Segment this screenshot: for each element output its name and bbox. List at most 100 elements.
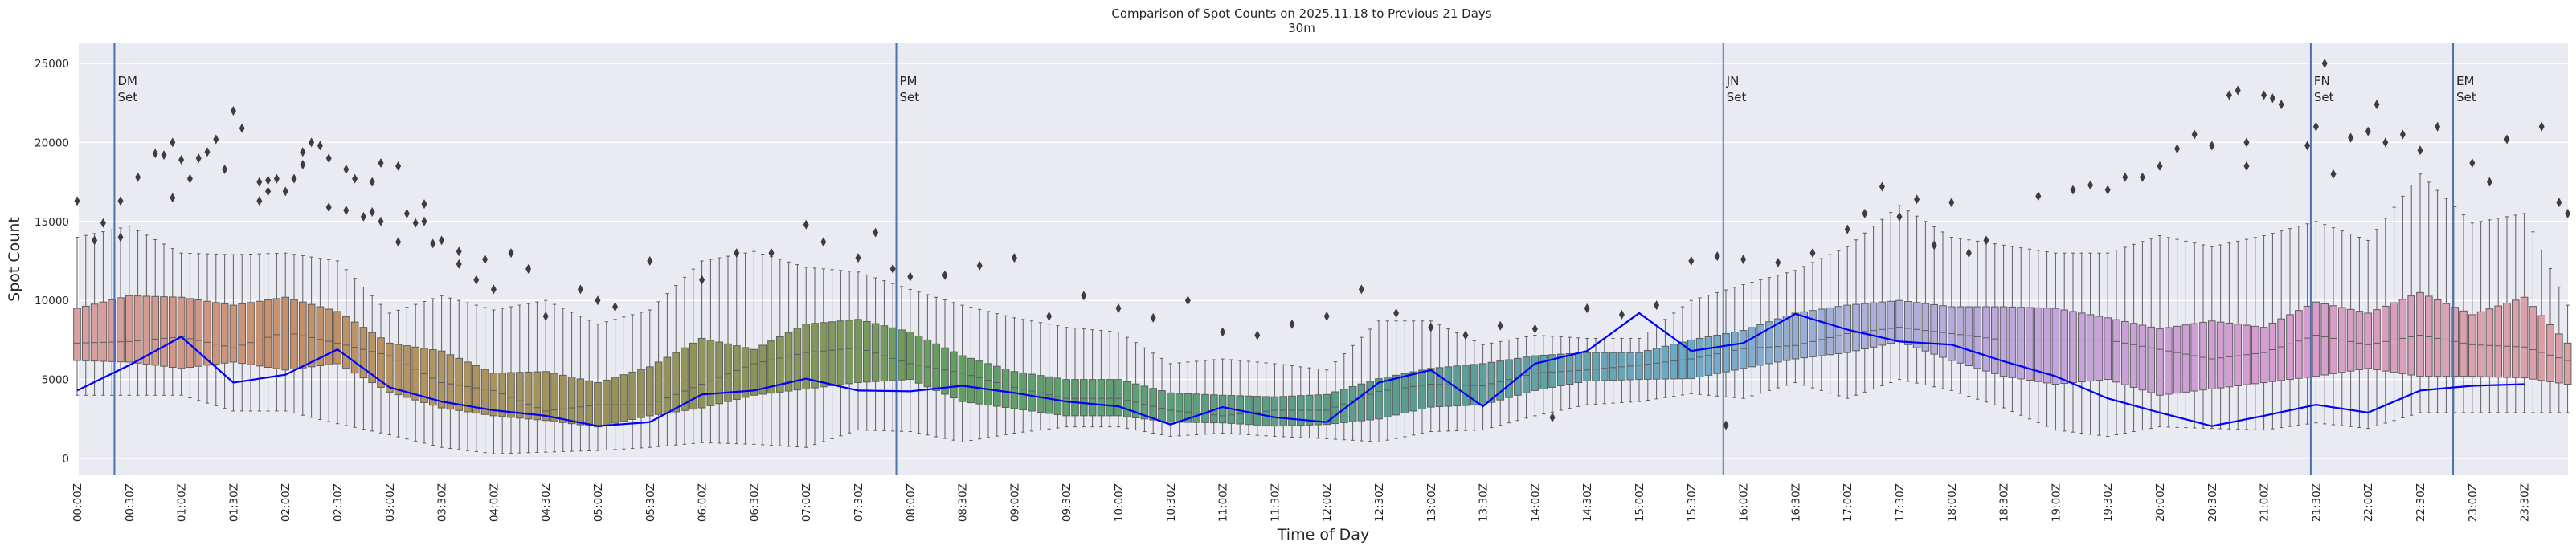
- box-body: [2104, 317, 2112, 381]
- box-body: [1409, 371, 1418, 412]
- x-tick-label: 19:00Z: [2050, 483, 2063, 522]
- box: [1444, 328, 1453, 432]
- box: [2286, 228, 2294, 427]
- box-body: [2181, 324, 2190, 393]
- box-body: [472, 365, 480, 414]
- box: [1834, 250, 1843, 397]
- box: [1062, 327, 1071, 428]
- outlier-point: [239, 123, 245, 133]
- box-body: [1149, 388, 1158, 421]
- box: [1409, 320, 1418, 436]
- outlier-point: [2321, 59, 2328, 68]
- outlier-point: [309, 137, 315, 148]
- box-body: [2294, 310, 2303, 379]
- box-body: [411, 346, 420, 401]
- outlier-point: [803, 219, 809, 230]
- box-body: [2147, 326, 2156, 393]
- box: [992, 313, 1001, 437]
- outlier-point: [360, 211, 366, 222]
- box: [403, 307, 411, 440]
- box-body: [1695, 337, 1704, 377]
- box: [133, 230, 142, 396]
- outlier-point: [2330, 169, 2337, 179]
- box: [2476, 221, 2485, 413]
- outlier-point: [395, 161, 402, 171]
- x-tick-label: 21:00Z: [2259, 483, 2271, 522]
- box: [2485, 219, 2494, 413]
- box-body: [2095, 316, 2104, 381]
- box-body: [333, 311, 341, 365]
- outlier-point: [976, 260, 983, 271]
- box-body: [949, 351, 958, 399]
- box: [325, 259, 333, 422]
- box-body: [1071, 379, 1079, 417]
- x-tick-label: 20:30Z: [2206, 483, 2219, 522]
- box-body: [1722, 333, 1730, 373]
- event-label: Set: [900, 90, 920, 104]
- box-body: [255, 300, 264, 367]
- box-body: [1895, 299, 1903, 342]
- outlier-point: [820, 237, 827, 247]
- outlier-point: [2565, 208, 2571, 218]
- outlier-point: [178, 155, 185, 165]
- box: [1140, 347, 1149, 433]
- box: [1956, 238, 1965, 394]
- y-axis-label: Spot Count: [6, 217, 23, 302]
- box: [2424, 181, 2433, 413]
- outlier-point: [213, 134, 219, 145]
- box: [394, 309, 403, 438]
- outlier-point: [421, 199, 427, 210]
- box: [2294, 226, 2303, 426]
- box: [2251, 237, 2259, 430]
- box: [1487, 342, 1496, 429]
- outlier-point: [525, 263, 532, 274]
- box-body: [2286, 314, 2294, 381]
- box-body: [229, 304, 238, 363]
- box: [845, 271, 854, 434]
- box: [160, 243, 168, 396]
- box-body: [1860, 303, 1869, 350]
- x-tick-label: 13:30Z: [1478, 483, 1490, 522]
- outlier-point: [1428, 322, 1434, 332]
- box: [1539, 335, 1548, 415]
- outlier-point: [403, 208, 410, 218]
- outlier-point: [1184, 295, 1191, 306]
- box: [1261, 362, 1270, 437]
- box-body: [2190, 323, 2199, 392]
- box: [2537, 250, 2546, 413]
- box-body: [385, 342, 394, 393]
- outlier-point: [2261, 90, 2267, 100]
- box: [168, 248, 177, 396]
- box: [480, 307, 489, 454]
- box: [2207, 246, 2216, 430]
- box: [2026, 248, 2034, 420]
- box: [663, 293, 672, 446]
- outlier-point: [1462, 330, 1469, 340]
- box-body: [2051, 308, 2060, 385]
- box: [533, 301, 542, 453]
- box-body: [1366, 381, 1375, 421]
- box-body: [2042, 308, 2051, 384]
- box: [1383, 320, 1392, 441]
- box-body: [793, 328, 802, 391]
- box: [2529, 231, 2537, 413]
- outlier-point: [412, 218, 419, 228]
- box-body: [2303, 305, 2312, 378]
- box-body: [194, 299, 203, 367]
- outlier-point: [1358, 284, 1364, 295]
- box: [1583, 337, 1592, 405]
- x-tick-label: 23:00Z: [2467, 483, 2480, 522]
- box: [1184, 361, 1192, 436]
- box: [2156, 235, 2164, 428]
- box: [689, 268, 697, 444]
- outlier-point: [2486, 177, 2492, 187]
- box-body: [186, 298, 194, 369]
- box-body: [2008, 306, 2017, 378]
- box: [1947, 236, 1956, 391]
- outlier-point: [1896, 211, 1903, 222]
- box-body: [2199, 321, 2207, 391]
- box-body: [967, 357, 975, 404]
- outlier-point: [186, 173, 193, 184]
- box-body: [2156, 328, 2164, 396]
- box-series: [73, 173, 2572, 454]
